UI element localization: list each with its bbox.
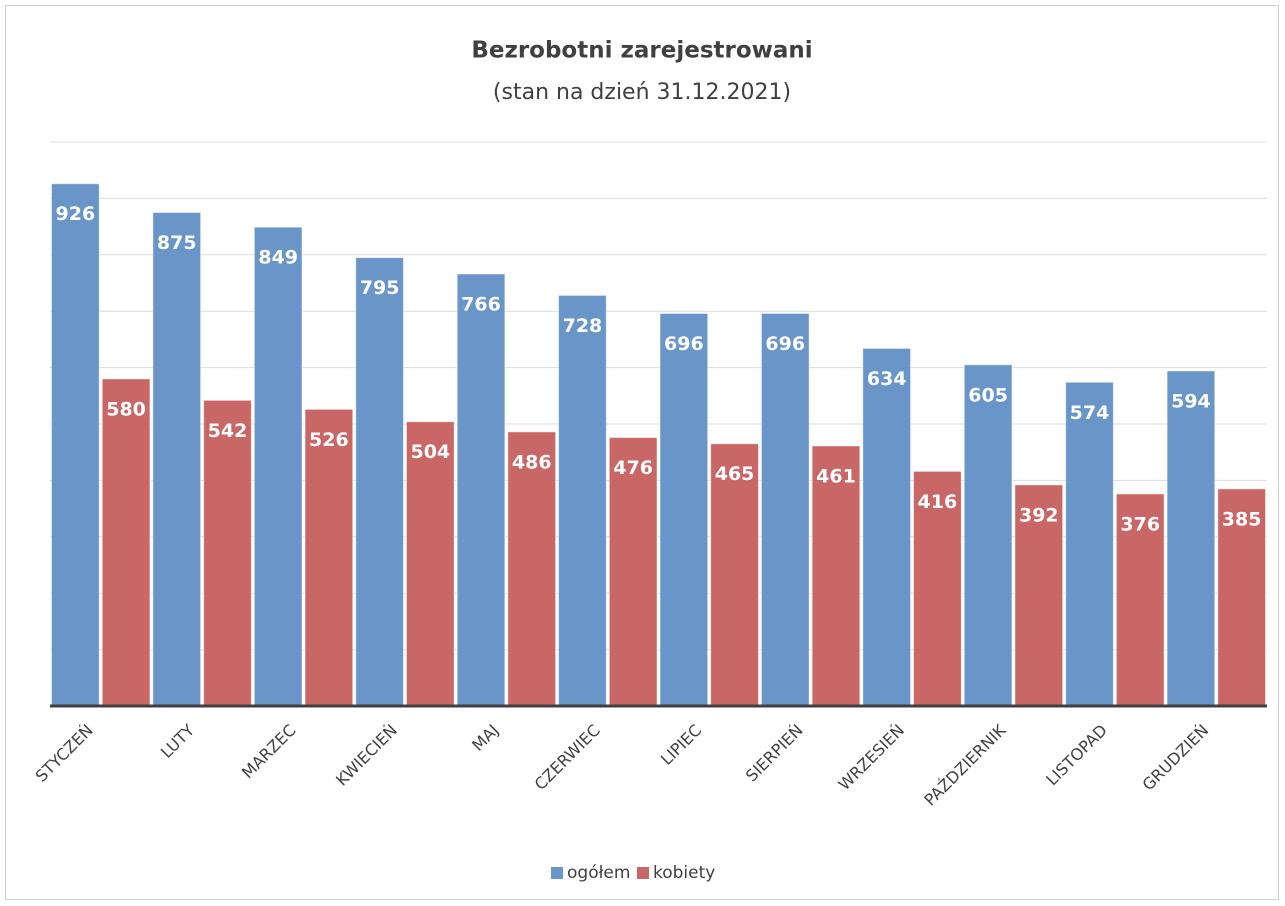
bar — [1115, 493, 1165, 707]
data-label: 461 — [816, 465, 856, 487]
data-label: 605 — [968, 384, 1008, 406]
data-label: 728 — [563, 315, 603, 337]
bar — [152, 212, 202, 707]
bar — [862, 347, 912, 707]
data-label: 795 — [360, 277, 400, 299]
bar — [405, 421, 455, 707]
bar — [101, 378, 151, 707]
data-label: 465 — [715, 463, 755, 485]
bar — [507, 431, 557, 707]
data-label: 416 — [918, 491, 958, 513]
data-label: 875 — [157, 232, 197, 254]
bar — [304, 408, 354, 707]
bar — [659, 312, 709, 707]
legend-swatch — [637, 867, 649, 879]
chart-title: Bezrobotni zarejestrowani — [471, 38, 812, 64]
bar — [1166, 370, 1216, 707]
bar — [963, 364, 1013, 707]
chart-subtitle: (stan na dzień 31.12.2021) — [493, 80, 791, 105]
data-label: 634 — [867, 368, 907, 390]
data-label: 486 — [512, 451, 552, 473]
bar — [203, 399, 252, 707]
bar — [1217, 488, 1266, 707]
data-label: 766 — [461, 293, 501, 315]
bar — [913, 470, 962, 707]
bar — [456, 273, 506, 707]
data-label: 392 — [1019, 504, 1059, 526]
data-label: 376 — [1120, 513, 1160, 535]
data-label: 476 — [613, 457, 653, 479]
bar — [253, 226, 303, 707]
bar — [710, 443, 759, 707]
bar — [51, 183, 100, 707]
data-label: 542 — [208, 420, 248, 442]
legend-label: ogółem — [567, 863, 630, 883]
bar — [811, 445, 861, 707]
bar — [558, 294, 607, 707]
data-label: 385 — [1222, 508, 1262, 530]
data-label: 926 — [56, 203, 96, 225]
data-label: 696 — [765, 333, 805, 355]
data-label: 594 — [1171, 390, 1211, 412]
data-label: 526 — [309, 429, 349, 451]
bar — [760, 312, 810, 707]
legend-label: kobiety — [653, 863, 715, 883]
data-label: 696 — [664, 333, 704, 355]
data-label: 849 — [258, 247, 298, 269]
data-label: 574 — [1070, 402, 1110, 424]
data-label: 580 — [106, 398, 146, 420]
data-label: 504 — [410, 441, 450, 463]
bar — [1065, 381, 1114, 707]
bar — [355, 257, 404, 707]
legend-swatch — [551, 867, 563, 879]
